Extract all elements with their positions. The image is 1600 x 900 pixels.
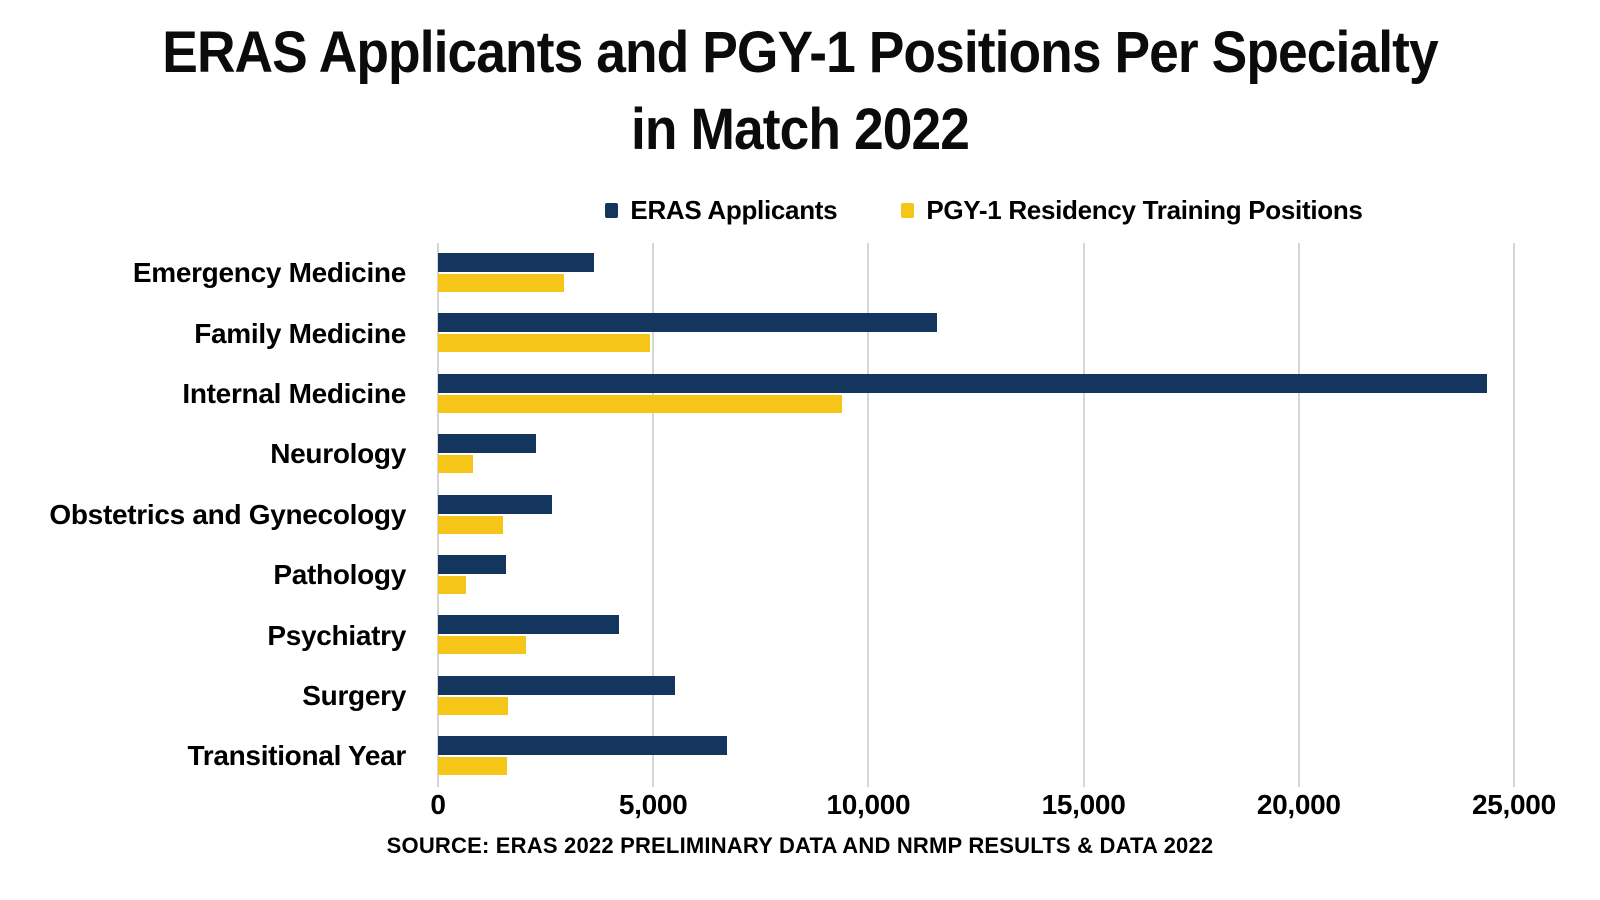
x-tick-label: 20,000 [1256,789,1341,820]
category-label: Family Medicine [194,317,406,349]
category-label: Neurology [270,438,406,470]
category-label: Emergency Medicine [132,257,406,289]
x-tick-label: 15,000 [1041,789,1126,820]
x-tick-label: 0 [430,789,446,820]
bar-pgy1-positions [438,576,466,594]
gridline [1512,243,1515,787]
bar-eras-applicants [438,736,727,756]
bar-pgy1-positions [438,455,474,474]
chart-row [438,605,1529,665]
bar-eras-applicants [438,253,595,272]
gridline [437,243,439,787]
category-labels: Emergency Medicine Family Medicine Interna… [0,243,406,787]
bar-eras-applicants [438,434,536,454]
gridline [867,243,870,787]
bar-eras-applicants [438,373,1487,393]
legend-label: PGY-1 Residency Training Positions [926,194,1363,225]
chart-row [438,243,1529,303]
category-label: Obstetrics and Gynecology [49,498,406,530]
category-label: Internal Medicine [182,377,406,409]
x-tick-label: 25,000 [1472,789,1556,820]
category-label: Surgery [302,679,406,711]
gridline [1297,243,1300,787]
source-note: SOURCE: ERAS 2022 PRELIMINARY DATA AND N… [386,833,1214,858]
gridline [1082,243,1085,787]
category-label: Transitional Year [187,740,407,772]
chart-row [438,666,1529,726]
chart-row [438,485,1529,545]
bar-eras-applicants [438,555,506,574]
bar-pgy1-positions [438,515,504,534]
bar-pgy1-positions [438,394,843,413]
bar-pgy1-positions [438,696,509,715]
bar-pgy1-positions [438,274,564,292]
legend-swatch-icon [901,202,915,218]
bar-eras-applicants [438,494,553,514]
legend-swatch-icon [605,202,619,218]
x-axis: 0 5,000 10,000 15,000 20,000 25,000 [430,789,1556,823]
category-label: Pathology [273,559,406,591]
x-tick-label: 5,000 [618,789,688,820]
legend-label: ERAS Applicants [630,194,838,225]
legend: ERAS Applicants PGY-1 Residency Training … [438,193,1530,227]
legend-item: ERAS Applicants [605,194,838,226]
category-label: Psychiatry [267,619,406,651]
bar-eras-applicants [438,313,938,333]
chart-title-line1: ERAS Applicants and PGY-1 Positions Per … [162,20,1438,85]
gridline [652,243,655,787]
plot-area [437,243,1529,787]
chart-row [438,545,1529,605]
chart-row [438,364,1529,424]
chart-title-line2: in Match 2022 [631,97,970,162]
bar-eras-applicants [438,675,675,695]
x-tick-label: 10,000 [826,789,911,820]
bar-pgy1-positions [438,636,527,655]
bar-pgy1-positions [438,757,507,776]
chart-row [438,726,1529,786]
legend-item: PGY-1 Residency Training Positions [901,194,1363,226]
bar-eras-applicants [438,615,619,635]
chart-title: ERAS Applicants and PGY-1 Positions Per … [0,14,1600,168]
chart-row [438,303,1529,363]
bar-pgy1-positions [438,334,650,353]
chart-row [438,424,1529,484]
